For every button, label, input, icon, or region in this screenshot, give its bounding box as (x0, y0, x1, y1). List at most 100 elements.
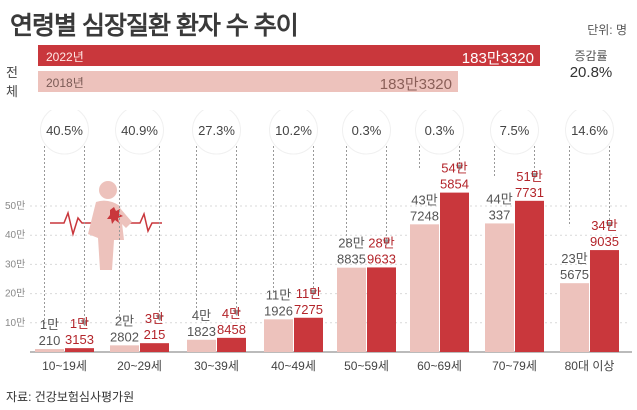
connector-arrowhead (155, 315, 164, 322)
x-tick-label: 40~49세 (271, 359, 316, 373)
unit-label: 단위: 명 (587, 23, 627, 37)
connector-arrowhead (232, 309, 241, 316)
bar-2022-value-label: 51만 (516, 169, 542, 184)
x-tick-label: 30~39세 (194, 359, 239, 373)
bar-2022-value-label: 9633 (367, 251, 396, 266)
change-rate-circle (415, 110, 464, 155)
bar-2018 (264, 319, 293, 352)
change-rate-label: 40.5% (46, 123, 83, 138)
source-note: 자료: 건강보험심사평가원 (6, 390, 135, 404)
change-rate-circle (192, 110, 241, 155)
bar-2022-value-label: 215 (144, 327, 166, 342)
patient-heart-pain-icon (50, 181, 162, 270)
bar-2018-value-label: 1만 (40, 317, 59, 332)
bar-2022-value-label: 3만 (145, 311, 164, 326)
age-group-bar-chart: 10만20만30만40만50만40.5%1만2101만315310~19세40.… (5, 110, 632, 373)
bar-2018 (485, 223, 514, 352)
bar-2018 (410, 224, 439, 352)
total-change-rate-value: 20.8% (569, 64, 613, 81)
bar-2022-value-label: 7275 (294, 302, 323, 317)
change-rate-circle (342, 110, 391, 155)
total-bar-2022-value: 183만3320 (461, 50, 534, 67)
bar-2018 (110, 345, 139, 352)
change-rate-label: 7.5% (500, 123, 530, 138)
total-bar-2022-year: 2022년 (46, 50, 84, 64)
change-rate-circle (269, 110, 318, 155)
bar-2018-value-label: 1823 (187, 324, 216, 339)
x-tick-label: 20~29세 (117, 359, 162, 373)
y-tick-label: 40만 (5, 229, 25, 241)
connector-arrowhead (309, 289, 318, 296)
bar-2022 (367, 267, 396, 352)
x-tick-label: 10~19세 (42, 359, 87, 373)
bar-2022-value-label: 1만 (70, 316, 89, 331)
y-tick-label: 10만 (5, 317, 25, 329)
change-rate-circle (115, 110, 164, 155)
change-rate-label: 0.3% (425, 123, 455, 138)
change-rate-label: 10.2% (275, 123, 312, 138)
bar-2022 (140, 343, 169, 352)
bar-2022-value-label: 54만 (441, 161, 467, 176)
connector-arrowhead (382, 239, 391, 246)
bar-2022 (515, 200, 544, 352)
x-tick-label: 60~69세 (417, 359, 462, 373)
bar-2018-value-label: 4만 (192, 308, 211, 323)
total-bar-2018-year: 2018년 (46, 76, 84, 90)
change-rate-label: 40.9% (121, 123, 158, 138)
connector-arrowhead (530, 172, 539, 179)
total-bar-2022: 2022년 183만3320 (38, 45, 540, 67)
bar-2018-value-label: 43만 (411, 192, 437, 207)
bar-2018-value-label: 7248 (410, 208, 439, 223)
page-title: 연령별 심장질환 환자 수 추이 (10, 12, 299, 40)
change-rate-label: 14.6% (571, 123, 608, 138)
change-rate-circle (565, 110, 614, 155)
bar-2018 (337, 267, 366, 352)
bar-2022 (217, 337, 246, 352)
change-rate-label: 0.3% (352, 123, 382, 138)
total-change-rate: 증감률 20.8% (560, 47, 622, 81)
bar-2018-value-label: 2만 (115, 313, 134, 328)
bar-2018-value-label: 2802 (110, 329, 139, 344)
y-tick-label: 30만 (5, 258, 25, 270)
total-bar-2018: 2018년 183만3320 (38, 71, 458, 93)
bar-2018-value-label: 337 (489, 207, 511, 222)
bar-2018-value-label: 44만 (486, 191, 512, 206)
total-row-label: 전체 (6, 65, 18, 99)
bar-2018-value-label: 210 (39, 333, 61, 348)
bar-2018-value-label: 23만 (561, 251, 587, 266)
total-bar-2018-value: 183만3320 (379, 76, 452, 93)
bar-2022-value-label: 28만 (368, 235, 394, 250)
bar-2022-value-label: 9035 (590, 234, 619, 249)
bar-2022 (294, 317, 323, 352)
bar-2022-value-label: 3153 (65, 332, 94, 347)
bar-2018-value-label: 5675 (560, 267, 589, 282)
bar-2018-value-label: 1926 (264, 303, 293, 318)
bar-2022 (440, 192, 469, 352)
bar-2022-value-label: 5854 (440, 177, 469, 192)
bar-2022-value-label: 7731 (515, 185, 544, 200)
connector-arrowhead (605, 222, 614, 229)
x-tick-label: 70~79세 (492, 359, 537, 373)
bar-2022-value-label: 11만 (296, 286, 321, 301)
y-tick-label: 20만 (5, 288, 25, 300)
total-change-rate-label: 증감률 (574, 49, 608, 63)
x-tick-label: 50~59세 (344, 359, 389, 373)
bar-2022-value-label: 8458 (217, 322, 246, 337)
bar-2022-value-label: 4만 (222, 306, 241, 321)
bar-2018 (187, 339, 216, 352)
bar-2018 (560, 283, 589, 352)
connector-arrowhead (80, 320, 89, 327)
bar-2022 (590, 250, 619, 352)
connector-arrowhead (455, 164, 464, 171)
bar-2018-value-label: 28만 (338, 236, 364, 251)
bar-2022-value-label: 34만 (591, 218, 617, 233)
change-rate-label: 27.3% (198, 123, 235, 138)
bar-2018 (35, 349, 64, 352)
bar-2022 (65, 348, 94, 352)
bar-2018-value-label: 11만 (266, 287, 291, 302)
bar-2018-value-label: 8835 (337, 252, 366, 267)
change-rate-circle (490, 110, 539, 155)
x-tick-label: 80대 이상 (565, 359, 615, 373)
change-rate-circle (40, 110, 89, 155)
